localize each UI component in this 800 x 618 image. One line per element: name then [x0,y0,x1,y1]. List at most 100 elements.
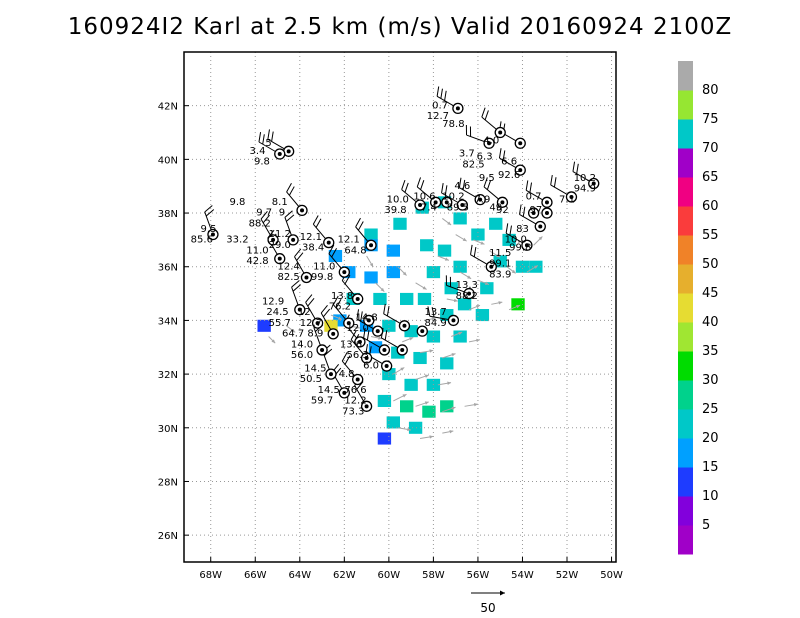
station-marker-icon [325,368,337,380]
station-value-label: 5 [265,138,271,149]
wind-vector [491,301,503,305]
wind-vector-head [511,269,516,274]
station-marker-dot [320,347,325,352]
station-marker-dot [451,318,456,323]
wind-speed-cell [475,309,490,322]
wind-speed-cell [377,432,392,445]
station-marker-dot [357,339,362,344]
station-marker-icon [316,344,328,356]
wind-barb-feather [344,355,351,365]
station-marker-icon [294,304,306,316]
station-value-label: 56.3 [347,350,369,361]
wind-vector-head [476,305,481,309]
station-value-label: 85.6 [191,235,213,246]
wind-barb-feather [401,179,406,190]
station-value-label: 99.8 [509,243,531,254]
station-value-label: 9.5 [479,173,495,184]
color-legend-swatch [678,409,693,439]
wind-vector-head [484,281,489,285]
wind-barb-feather [315,218,322,228]
station-value-label: 88.2 [456,291,478,302]
latitude-tick-label: 38N [158,209,178,220]
wind-vector [415,401,429,407]
color-legend-label: 5 [702,518,710,533]
station-marker-icon [352,373,364,386]
color-legend-label: 75 [702,112,719,127]
station-value-label: 92.6 [498,170,520,181]
wind-vector [402,337,414,343]
color-legend-label: 15 [702,460,719,475]
station-marker-dot [467,291,472,296]
station-marker-dot [420,329,425,334]
wind-vector [442,406,456,413]
wind-vector [366,255,374,268]
station-marker-icon [327,328,339,340]
station-value-label: 64.8 [344,245,366,256]
wind-speed-cell [404,378,418,391]
wind-barb-feather [386,305,390,317]
station-value-label: 84.9 [424,318,446,329]
station-value-label: 97 [529,205,542,216]
wind-vector [451,331,463,337]
wind-vector [488,250,501,258]
color-legend-swatch [678,235,693,265]
station-marker-dot [355,377,360,382]
wind-vector [397,427,412,432]
station-value-label: 4.8 [339,369,355,380]
latitude-axis: 26N 28N 30N 32N 34N 36N 38N 40N 42N [158,102,189,542]
station-value-label: 12.2 [344,396,366,407]
latitude-tick-label: 40N [158,155,178,166]
latitude-tick-label: 34N [158,316,178,327]
station-value-label: 11.5 [489,248,511,259]
wind-speed-cell [480,282,494,295]
color-legend-swatch [678,351,693,381]
station-marker-icon [360,400,373,412]
map-frame [183,51,617,563]
wind-barb-feather [262,214,270,224]
wind-vector-head [516,305,521,309]
color-legend-label: 65 [702,170,719,185]
wind-barb-feather [332,295,339,305]
station-marker-icon [365,239,377,251]
color-legend-swatch [678,148,693,178]
station-value-label: 0.7 [432,100,448,111]
station-value-label: 12.1 [338,235,360,246]
longitude-tick-label: 56W [467,570,490,581]
wind-barb-feather [576,163,579,174]
station-marker-dot [402,323,407,328]
color-legend-label: 25 [702,402,719,417]
wind-barb-feather [553,177,557,188]
longitude-tick-label: 64W [288,570,311,581]
station-marker-icon [588,177,600,190]
station-marker-dot [346,321,351,326]
station-value-label: 10.6 [413,192,435,203]
station-marker-dot [487,141,492,146]
wind-vector-head [462,237,467,242]
station-marker-icon [343,317,355,329]
station-value-label: 82.5 [462,159,484,170]
wind-vector-head [476,338,481,343]
station-marker-dot [418,203,423,207]
station-marker-icon [380,360,393,372]
wind-speed-cell [493,255,507,268]
wind-speed-cell [408,421,423,434]
station-marker-icon [360,352,373,364]
station-value-label: 99.8 [311,272,333,283]
wind-barb-feather [335,299,342,309]
wind-barb-feather [486,180,492,190]
station-marker-icon [514,164,526,176]
station-value-label: 6.3 [477,151,493,162]
wind-barb-feather [525,180,529,191]
color-legend-label: 35 [702,344,719,359]
wind-vector [446,298,458,303]
station-value-label: 6.0 [363,361,379,372]
station-marker-icon [485,261,497,273]
station-marker-icon [416,325,428,337]
station-marker-dot [364,404,369,409]
wind-vector-head [444,257,449,261]
station-value-label: 14.0 [291,339,313,350]
station-value-label: 73.3 [342,406,364,417]
wind-barb-feather [522,206,526,217]
wind-barb-feather [294,248,302,258]
station-value-label: 64.7 [282,329,304,340]
